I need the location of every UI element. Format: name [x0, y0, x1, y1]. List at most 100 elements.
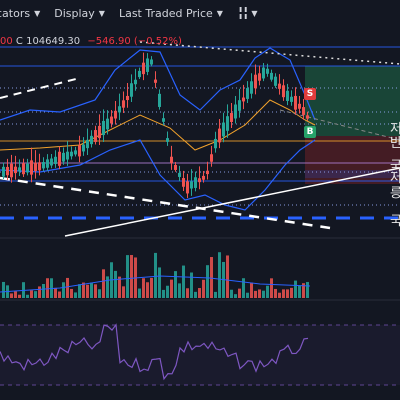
- volume-bar: [142, 278, 145, 298]
- volume-bar: [102, 269, 105, 298]
- candle-body: [90, 135, 93, 145]
- candle-body: [222, 122, 225, 137]
- volume-bar: [26, 294, 29, 298]
- trend-line-dotted: [139, 41, 400, 65]
- candle-body: [158, 93, 161, 107]
- candle-body: [290, 96, 293, 102]
- lower-band-line: [0, 139, 316, 211]
- ohlc-readout: 00 C 104649.30 −546.90 (−0.52%): [0, 36, 182, 47]
- volume-bar: [158, 267, 161, 298]
- caret-down-icon: ▼: [251, 8, 258, 18]
- caret-down-icon: ▼: [34, 8, 41, 18]
- volume-bar: [38, 286, 41, 298]
- candle-body: [138, 70, 141, 78]
- candle-body: [162, 118, 165, 122]
- display-label: Display: [54, 6, 95, 20]
- candle-body: [114, 110, 117, 119]
- candle-body: [182, 178, 185, 187]
- rsi-line: [0, 323, 309, 381]
- volume-bar: [242, 278, 245, 298]
- candle-body: [130, 83, 133, 97]
- candle-body: [118, 106, 121, 113]
- candle-body: [146, 58, 149, 72]
- volume-bar: [254, 290, 257, 298]
- ohlc-close: C 104649.30: [15, 36, 81, 47]
- volume-bar: [190, 272, 193, 298]
- volume-bar: [194, 291, 197, 298]
- candle-body: [206, 170, 209, 175]
- trend-line-dashed: [0, 176, 331, 230]
- candle-body: [78, 145, 81, 157]
- price-source-menu[interactable]: Last Traded Price ▼: [119, 7, 223, 20]
- volume-bar: [126, 255, 129, 298]
- volume-bar: [54, 287, 57, 298]
- volume-bar: [82, 282, 85, 298]
- candle-body: [254, 74, 257, 89]
- volume-bar: [98, 289, 101, 298]
- candle-body: [266, 68, 269, 74]
- volume-bar: [198, 288, 201, 298]
- volume-bar: [282, 289, 285, 298]
- caret-down-icon: ▼: [216, 8, 223, 18]
- display-menu[interactable]: Display ▼: [54, 7, 105, 20]
- volume-bar: [78, 284, 81, 298]
- candle-body: [190, 181, 193, 189]
- volume-bar: [178, 283, 181, 298]
- candle-body: [2, 166, 5, 177]
- candle-body: [102, 120, 105, 136]
- volume-bar: [170, 279, 173, 298]
- candle-body: [274, 76, 277, 86]
- volume-bar: [122, 286, 125, 298]
- ohlc-open: 00: [0, 36, 13, 47]
- volume-bar: [94, 284, 97, 298]
- volume-bar: [218, 252, 221, 298]
- volume-bar: [294, 280, 297, 298]
- candle-body: [298, 103, 301, 109]
- right-label: 반: [390, 136, 400, 151]
- moving-average-line: [0, 99, 316, 151]
- volume-bar: [86, 284, 89, 298]
- volume-bar: [146, 282, 149, 298]
- candle-body: [34, 162, 37, 172]
- candle-body: [18, 167, 21, 172]
- candle-body: [6, 166, 9, 176]
- candle-body: [166, 138, 169, 142]
- volume-bar: [214, 291, 217, 298]
- candle-body: [94, 130, 97, 142]
- volume-bar: [302, 283, 305, 298]
- ohlc-change: −546.90 (−0.52%): [87, 36, 182, 47]
- candle-body: [110, 116, 113, 124]
- candle-body: [250, 81, 253, 94]
- volume-bar: [66, 277, 69, 298]
- volume-bar: [118, 276, 121, 298]
- right-label: 저: [390, 122, 400, 137]
- volume-bar: [162, 289, 165, 298]
- volume-bar: [150, 277, 153, 298]
- candle-body: [46, 159, 49, 168]
- candle-body: [10, 163, 13, 178]
- candlestick-icon: ╏╏: [236, 6, 250, 20]
- volume-bar: [58, 291, 61, 298]
- candle-body: [70, 151, 73, 157]
- volume-bar: [298, 286, 301, 298]
- volume-bar: [290, 287, 293, 298]
- volume-bar: [74, 292, 77, 298]
- volume-bar: [266, 285, 269, 298]
- candle-body: [98, 125, 101, 139]
- chart-toolbar: cators ▼ Display ▼ Last Traded Price ▼ ╏…: [0, 0, 400, 26]
- right-label: 국: [390, 159, 400, 174]
- indicators-menu[interactable]: cators ▼: [0, 7, 40, 20]
- candle-body: [14, 166, 17, 174]
- candle-body: [42, 162, 45, 169]
- candle-body: [66, 151, 69, 160]
- volume-bar: [234, 294, 237, 298]
- candle-body: [26, 163, 29, 173]
- chart-type-button[interactable]: ╏╏ ▼: [237, 6, 258, 20]
- candle-body: [30, 160, 33, 175]
- candle-body: [82, 144, 85, 152]
- volume-bar: [262, 290, 265, 298]
- volume-bar: [46, 278, 49, 298]
- volume-bar: [70, 288, 73, 298]
- volume-average-line: [0, 275, 311, 293]
